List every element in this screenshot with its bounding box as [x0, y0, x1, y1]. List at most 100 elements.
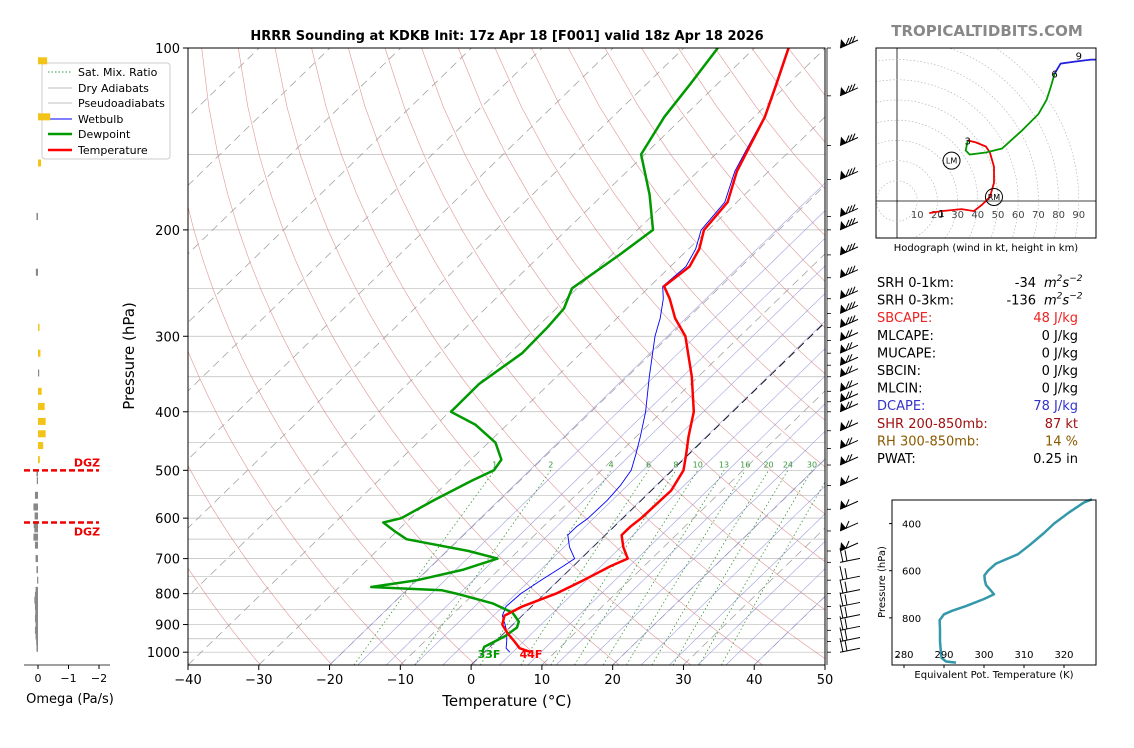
mixing-ratio-label: 20	[763, 460, 773, 469]
wind-barb	[839, 354, 859, 366]
wind-barb	[839, 475, 859, 487]
param-label: PWAT:	[877, 452, 916, 467]
barb-feather	[848, 205, 853, 213]
barb-flag	[840, 344, 847, 354]
omega-bar	[34, 626, 38, 634]
wind-barb	[839, 437, 859, 449]
omega-bar	[38, 430, 46, 438]
unit-sup: −2	[1069, 292, 1083, 302]
barb-flag	[840, 522, 847, 531]
wind-barb	[839, 167, 859, 180]
pseudoadiabat-line	[725, 568, 825, 665]
dry-adiabat-line	[421, 48, 825, 562]
barb-feather	[845, 499, 850, 507]
storm-motion-label: RM	[988, 193, 1001, 202]
barb-feather	[845, 540, 850, 549]
mixing-ratio-line	[520, 470, 649, 665]
param-value: 0 J/kg	[1042, 346, 1078, 361]
zero-isotherm	[470, 321, 825, 665]
y-tick-label: 300	[155, 330, 180, 345]
wind-barb	[839, 265, 859, 279]
dry-adiabat-line	[238, 48, 620, 665]
wind-barb	[839, 204, 859, 217]
isotherm-line	[188, 48, 614, 460]
omega-bar	[34, 491, 38, 499]
skewt-ylabel: Pressure (hPa)	[120, 302, 138, 410]
wind-barb	[839, 365, 859, 378]
barb-feather	[844, 606, 848, 618]
mixing-ratio-label: 16	[740, 460, 750, 469]
barb-feather	[848, 266, 853, 274]
hodo-height-label: 9	[1076, 52, 1082, 63]
hodo-ring-label: 40	[971, 210, 984, 221]
omega-tick-label: −1	[60, 672, 76, 685]
pseudoadiabat-line	[357, 210, 825, 665]
mixing-ratio-label: 4	[609, 460, 614, 469]
hodo-ring	[876, 160, 938, 238]
dry-adiabat-line	[274, 48, 692, 665]
hodo-segment	[929, 196, 991, 214]
hodo-ring-label: 90	[1072, 210, 1085, 221]
barb-feather	[844, 640, 848, 652]
param-value: -34	[1015, 276, 1036, 291]
legend-mixratio: Sat. Mix. Ratio	[78, 66, 158, 79]
dgz-label: DGZ	[74, 525, 100, 538]
omega-bar	[38, 159, 42, 167]
wind-barb	[839, 133, 859, 146]
isotherm-line	[824, 664, 825, 665]
barb-feather	[839, 627, 844, 642]
y-tick-label: 500	[155, 464, 180, 479]
wind-barb	[839, 616, 861, 631]
barb-feather	[845, 206, 850, 214]
theta-e-ylabel: Pressure (hPa)	[877, 546, 888, 618]
omega-bar	[34, 541, 38, 549]
param-label: MLCIN:	[877, 382, 922, 397]
hodo-ring	[876, 140, 958, 238]
x-tick-label: −10	[387, 673, 414, 688]
omega-bar	[38, 402, 45, 410]
omega-bar	[34, 591, 38, 599]
barb-feather	[845, 330, 850, 338]
omega-bar	[35, 632, 38, 640]
pseudoadiabat-line	[555, 403, 825, 665]
pseudoadiabat-line	[584, 430, 825, 665]
barb-feather	[848, 329, 853, 337]
unit-base: m	[1044, 294, 1057, 309]
barb-flag	[840, 421, 847, 431]
barb-feather	[845, 520, 850, 529]
omega-tick-label: 0	[35, 672, 42, 685]
omega-bar	[36, 212, 38, 220]
hodo-ring	[876, 119, 979, 238]
mixing-ratio-line	[353, 470, 495, 665]
wind-barb	[839, 566, 861, 581]
y-tick-label: 400	[155, 406, 180, 421]
theta-x-label: 290	[934, 650, 953, 661]
theta-e-profile	[938, 498, 1093, 664]
omega-bar	[38, 456, 40, 464]
param-label: SHR 200-850mb:	[877, 417, 988, 432]
watermark: TROPICALTIDBITS.COM	[891, 22, 1083, 40]
omega-bar	[34, 602, 38, 610]
isotherm-line	[258, 116, 825, 665]
barb-flag	[840, 402, 847, 412]
barb-feather	[848, 365, 853, 373]
barb-feather	[845, 244, 850, 253]
hodo-ring	[994, 48, 1080, 238]
surface-temperature-label: 44F	[520, 648, 543, 661]
chart-title: HRRR Sounding at KDKB Init: 17z Apr 18 […	[250, 29, 763, 44]
dry-adiabat-line	[824, 48, 825, 49]
mixing-ratio-label: 10	[693, 460, 703, 469]
wetbulb-profile	[501, 48, 789, 653]
dry-adiabat-line	[188, 350, 405, 665]
omega-bar	[38, 387, 42, 395]
barb-feather	[851, 217, 856, 226]
hodograph-caption: Hodograph (wind in kt, height in km)	[894, 243, 1079, 254]
omega-bar	[36, 566, 38, 574]
omega-bar	[34, 512, 38, 520]
wind-barb	[839, 83, 859, 97]
skewt-profiles	[369, 48, 790, 654]
hodo-ring-label: 60	[1012, 210, 1025, 221]
wind-barb	[839, 301, 859, 314]
dry-adiabat-line	[348, 48, 825, 659]
storm-motion-label: LM	[946, 157, 957, 166]
